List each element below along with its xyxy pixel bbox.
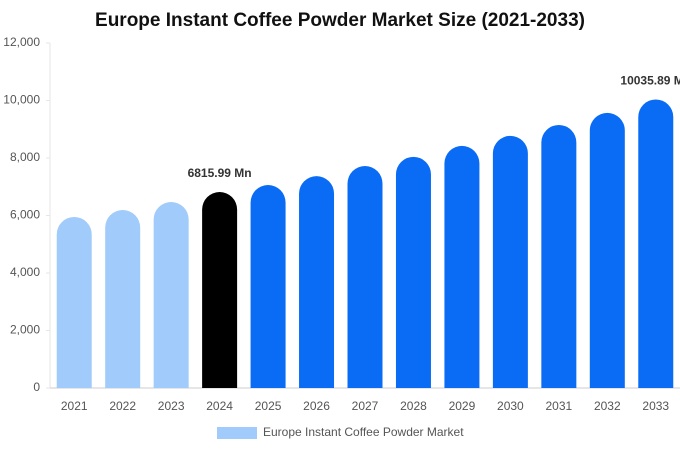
- y-tick-label: 2,000: [10, 323, 40, 337]
- y-tick-label: 6,000: [10, 208, 40, 222]
- value-label: 6815.99 Mn: [188, 166, 252, 180]
- x-tick-label: 2023: [158, 399, 185, 413]
- legend-swatch: [217, 427, 257, 439]
- x-tick-label: 2032: [594, 399, 621, 413]
- legend-label: Europe Instant Coffee Powder Market: [263, 425, 464, 439]
- bar: [589, 112, 625, 389]
- y-tick-label: 10,000: [3, 93, 40, 107]
- bar: [492, 135, 528, 388]
- y-tick-label: 4,000: [10, 265, 40, 279]
- chart-title: Europe Instant Coffee Powder Market Size…: [95, 10, 585, 31]
- x-tick-label: 2030: [497, 399, 524, 413]
- bar: [347, 166, 383, 388]
- x-tick-label: 2026: [303, 399, 330, 413]
- bar: [299, 176, 335, 388]
- y-tick-label: 8,000: [10, 150, 40, 164]
- x-tick-label: 2021: [61, 399, 88, 413]
- x-tick-label: 2029: [449, 399, 476, 413]
- x-tick-label: 2033: [642, 399, 669, 413]
- bar: [105, 210, 141, 388]
- bar: [250, 185, 286, 388]
- y-tick-label: 0: [33, 380, 40, 394]
- x-tick-label: 2024: [206, 399, 233, 413]
- bar: [56, 216, 92, 388]
- bar: [444, 145, 480, 388]
- value-label: 10035.89 Mn: [620, 74, 680, 88]
- bar: [541, 124, 577, 388]
- bar: [638, 99, 674, 388]
- y-tick-label: 12,000: [3, 35, 40, 49]
- x-tick-label: 2022: [109, 399, 136, 413]
- x-tick-label: 2031: [545, 399, 572, 413]
- x-tick-label: 2025: [255, 399, 282, 413]
- x-tick-label: 2028: [400, 399, 427, 413]
- bar: [395, 156, 431, 388]
- bar: [153, 201, 189, 388]
- x-tick-label: 2027: [352, 399, 379, 413]
- bar: [202, 192, 238, 388]
